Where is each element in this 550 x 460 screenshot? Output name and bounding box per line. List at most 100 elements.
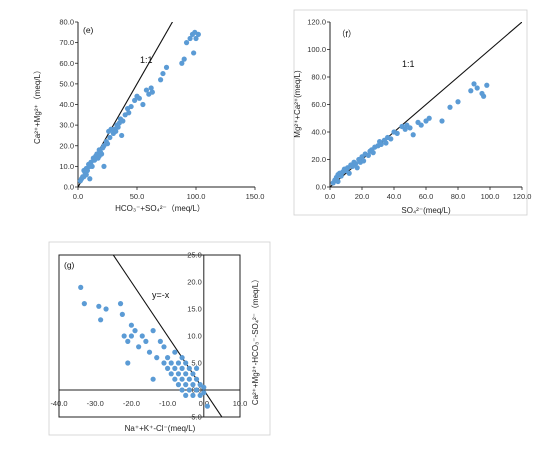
x-tick-label: 20.0 (355, 192, 370, 201)
data-point (175, 360, 182, 366)
y-tick-label: 120.0 (307, 18, 326, 27)
data-point (354, 165, 360, 171)
data-point (187, 35, 193, 42)
data-point (418, 122, 424, 128)
data-point (193, 365, 200, 371)
data-point (168, 360, 174, 366)
data-point (193, 387, 200, 393)
data-point (383, 140, 389, 146)
y-tick-label: 50.0 (59, 79, 74, 88)
data-point (407, 125, 413, 131)
data-point (113, 128, 119, 134)
data-point (83, 172, 89, 178)
data-point (201, 384, 207, 390)
x-tick-label: -40.0 (50, 399, 67, 408)
data-point (439, 118, 445, 124)
plot-border (58, 254, 241, 418)
reference-line (78, 22, 174, 187)
data-point (370, 150, 376, 156)
data-point (183, 382, 189, 388)
chart-panel-1: 0.0 50.0 100.0 150.0 0.0 10.0 20.0 30.0 40.0 50.0… (33, 18, 264, 214)
data-point (172, 365, 178, 371)
data-point (172, 376, 178, 382)
y-tick-label: 0.0 (316, 183, 326, 192)
data-point (161, 360, 167, 366)
y-tick-label: 0.0 (64, 183, 74, 192)
x-axis-title: HCO₃⁻+SO₄²⁻（meq/L） (115, 204, 205, 213)
data-point (197, 392, 203, 398)
data-point (426, 115, 432, 121)
data-point (163, 64, 170, 70)
data-point (99, 151, 105, 157)
y-tick-label: 10.0 (59, 162, 74, 171)
data-point (186, 376, 192, 382)
data-point (186, 387, 192, 393)
data-point (143, 338, 149, 344)
data-point (150, 376, 156, 382)
data-point (158, 77, 164, 83)
data-point (186, 365, 192, 371)
data-point (136, 95, 142, 101)
data-point (353, 161, 359, 167)
data-point (87, 176, 93, 182)
y-tick-label: 20.0 (187, 278, 202, 287)
data-point (148, 85, 154, 91)
data-point (183, 392, 189, 398)
reference-line-label: 1:1 (402, 59, 415, 69)
data-point (132, 328, 138, 334)
data-point (471, 81, 477, 87)
data-point (157, 338, 163, 344)
reference-line (112, 255, 223, 417)
y-tick-label: 20.0 (59, 141, 74, 150)
data-point (128, 103, 134, 110)
data-point (179, 60, 185, 66)
data-point (154, 355, 160, 361)
data-point (197, 382, 203, 388)
data-point (191, 50, 197, 56)
data-point (98, 317, 104, 323)
data-point (117, 301, 124, 307)
x-tick-label: 0.0 (73, 192, 83, 201)
x-tick-label: -20.0 (123, 399, 140, 408)
x-tick-label: 60.0 (419, 192, 434, 201)
y-tick-label: 40.0 (59, 100, 74, 109)
data-point (101, 163, 107, 169)
data-point (179, 365, 185, 371)
data-point (149, 89, 155, 95)
data-point (204, 403, 211, 409)
data-point (201, 390, 207, 396)
y-axis-title: Ca²⁺+Mg²⁺（meq/L） (33, 66, 42, 144)
y-axis-title: Ca²⁺+Mg²⁺-HCO₃⁻-SO₄²⁻（meq/L） (251, 275, 260, 405)
data-point (119, 132, 125, 139)
data-point (175, 382, 182, 388)
y-tick-label: 20.0 (311, 155, 326, 164)
data-point (179, 376, 185, 382)
data-point (183, 371, 189, 377)
x-tick-label: 100.0 (481, 192, 500, 201)
reference-line-label: y=-x (152, 290, 170, 300)
data-point (447, 104, 453, 110)
data-point (139, 333, 145, 339)
data-point (146, 349, 153, 355)
data-point (179, 387, 185, 393)
data-point (104, 141, 111, 147)
data-point (160, 70, 166, 77)
x-tick-label: -30.0 (87, 399, 104, 408)
y-tick-label: 5.0 (191, 359, 201, 368)
data-point (474, 85, 480, 91)
y-tick-label: 15.0 (187, 305, 202, 314)
data-point (190, 392, 196, 398)
data-point (175, 371, 182, 377)
y-tick-label: 60.0 (59, 59, 74, 68)
chart-frame (48, 241, 271, 436)
data-point (128, 322, 134, 328)
data-point (402, 126, 408, 132)
x-tick-label: 100.0 (187, 192, 206, 201)
x-tick-label: 50.0 (130, 192, 145, 201)
data-point (89, 163, 95, 169)
data-point (132, 97, 138, 103)
data-point (119, 311, 125, 317)
data-point (338, 173, 344, 179)
x-tick-label: 40.0 (387, 192, 402, 201)
chart-frame (293, 9, 528, 216)
